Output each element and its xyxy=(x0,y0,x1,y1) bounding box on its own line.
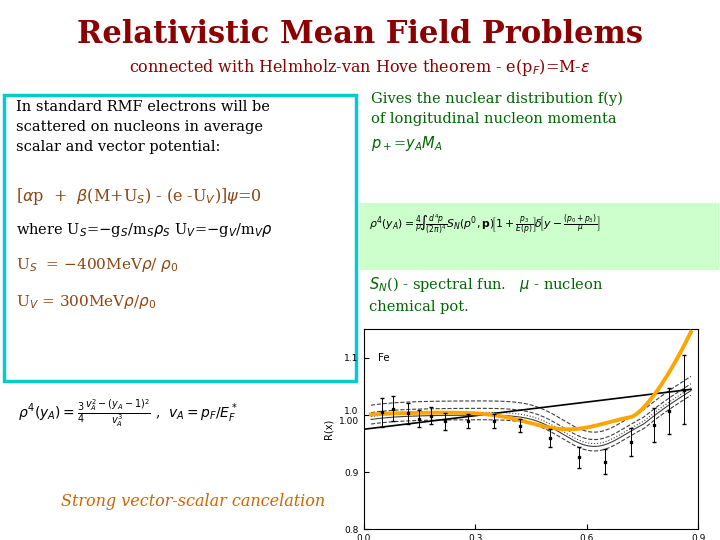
Text: [$\alpha$p  +  $\beta$(M+U$_S$) - (e -U$_V$)]$\psi$=0: [$\alpha$p + $\beta$(M+U$_S$) - (e -U$_V… xyxy=(16,186,261,207)
Text: Relativistic Mean Field Problems: Relativistic Mean Field Problems xyxy=(77,19,643,50)
Text: In standard RMF electrons will be
scattered on nucleons in average
scalar and ve: In standard RMF electrons will be scatte… xyxy=(16,100,270,154)
Text: Strong vector-scalar cancelation: Strong vector-scalar cancelation xyxy=(61,494,325,510)
FancyBboxPatch shape xyxy=(4,94,356,381)
Text: $\rho^4(y_A) = \frac{3}{4}\frac{v_A^2-(y_A-1)^2}{v_A^3}$ ,  $v_A = p_F / E_F^*$: $\rho^4(y_A) = \frac{3}{4}\frac{v_A^2-(y… xyxy=(18,397,238,429)
FancyBboxPatch shape xyxy=(360,202,719,270)
Text: $\rho^4(y_A)=\frac{4}{\rho}\!\int\!\frac{d^4p}{(2\pi)^4}S_N(p^0,\mathbf{p})\!\le: $\rho^4(y_A)=\frac{4}{\rho}\!\int\!\frac… xyxy=(369,212,601,235)
Text: $S_N$() - spectral fun.   $\mu$ - nucleon
chemical pot.: $S_N$() - spectral fun. $\mu$ - nucleon … xyxy=(369,275,603,314)
Text: Fe: Fe xyxy=(379,353,390,363)
Text: U$_V$ = 300MeV$\rho$/$\rho_0$: U$_V$ = 300MeV$\rho$/$\rho_0$ xyxy=(16,293,156,310)
Y-axis label: R(x): R(x) xyxy=(323,419,333,440)
Text: Gives the nuclear distribution f(y)
of longitudinal nucleon momenta
$p_+$=$y_A M: Gives the nuclear distribution f(y) of l… xyxy=(371,92,623,153)
Text: U$_S$  = $-$400MeV$\rho$/ $\rho_0$: U$_S$ = $-$400MeV$\rho$/ $\rho_0$ xyxy=(16,256,179,274)
Text: where U$_S$=$-$g$_S$/m$_S\rho_S$ U$_V$=$-$g$_V$/m$_V\rho$: where U$_S$=$-$g$_S$/m$_S\rho_S$ U$_V$=$… xyxy=(16,221,273,239)
Text: connected with Helmholz-van Hove theorem - e(p$_F$)=M-$\varepsilon$: connected with Helmholz-van Hove theorem… xyxy=(130,57,590,78)
